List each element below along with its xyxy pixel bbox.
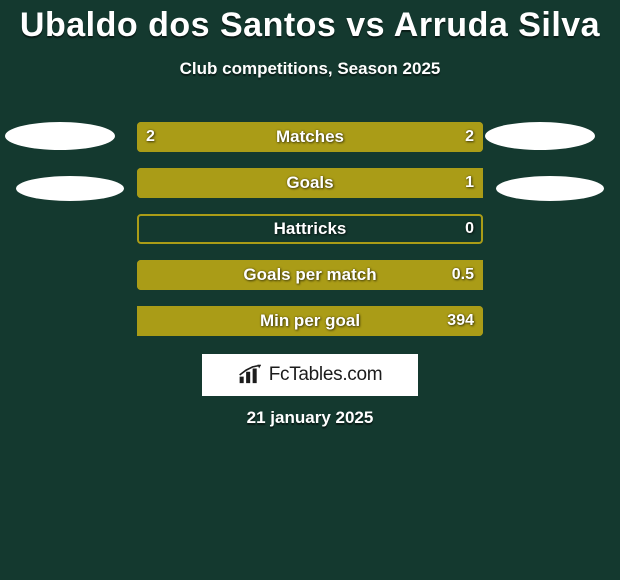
stat-label: Min per goal [137,306,483,336]
logo-text: FcTables.com [269,364,383,386]
stat-right-value: 0 [465,214,474,244]
stat-label: Hattricks [137,214,483,244]
bar-chart-icon [238,364,264,386]
stat-row: 2Matches2 [0,122,620,152]
date-text: 21 january 2025 [0,408,620,428]
stat-row: Goals per match0.5 [0,260,620,290]
stat-right-value: 1 [465,168,474,198]
stat-right-value: 394 [447,306,474,336]
stat-label: Matches [137,122,483,152]
stat-label: Goals [137,168,483,198]
page-title: Ubaldo dos Santos vs Arruda Silva [0,0,620,45]
stats-container: 2Matches2 Goals1 Hattricks0 Goals per match… [0,122,620,352]
stat-row: Min per goal394 [0,306,620,336]
subtitle: Club competitions, Season 2025 [0,59,620,79]
stat-right-value: 2 [465,122,474,152]
stat-row: Goals1 [0,168,620,198]
stat-row: Hattricks0 [0,214,620,244]
source-logo[interactable]: FcTables.com [202,354,418,396]
comparison-widget: Ubaldo dos Santos vs Arruda Silva Club c… [0,0,620,580]
stat-label: Goals per match [137,260,483,290]
stat-right-value: 0.5 [452,260,474,290]
